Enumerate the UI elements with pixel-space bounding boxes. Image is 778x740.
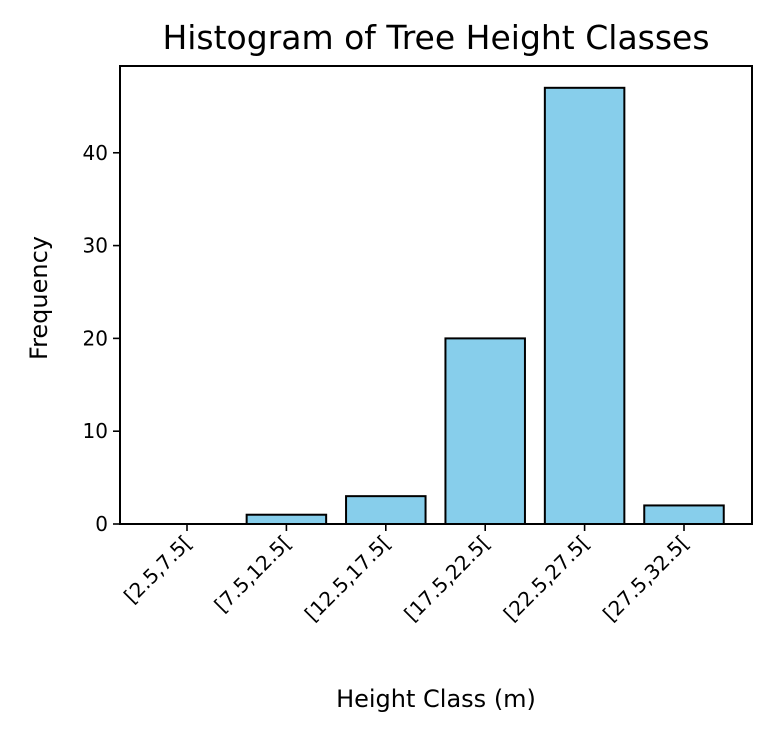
x-tick-label-5: [27.5,32.5[ — [598, 531, 693, 626]
y-tick-label-1: 10 — [83, 419, 108, 443]
y-axis-ticks: 0 10 20 30 40 — [83, 141, 120, 536]
y-tick-label-4: 40 — [83, 141, 108, 165]
bar-3 — [444, 337, 526, 526]
bar-5 — [643, 504, 725, 526]
y-tick-label-2: 20 — [83, 326, 108, 350]
y-tick-label-3: 30 — [83, 234, 108, 258]
x-tick-label-3: [17.5,22.5[ — [399, 531, 494, 626]
chart-title: Histogram of Tree Height Classes — [162, 18, 709, 57]
x-axis-label: Height Class (m) — [336, 685, 536, 713]
y-axis-label: Frequency — [25, 236, 53, 360]
x-axis-ticks: [2.5,7.5[[7.5,12.5[[12.5,17.5[[17.5,22.5… — [119, 524, 694, 626]
x-tick-label-1: [7.5,12.5[ — [209, 531, 295, 617]
bar-4 — [543, 86, 626, 525]
y-tick-label-0: 0 — [95, 512, 108, 536]
plot-frame — [119, 65, 753, 525]
x-tick-label-4: [22.5,27.5[ — [499, 531, 594, 626]
bar-1 — [245, 513, 328, 525]
x-tick-label-0: [2.5,7.5[ — [119, 531, 196, 608]
x-tick-label-2: [12.5,17.5[ — [300, 531, 395, 626]
bar-2 — [345, 495, 427, 526]
bars-layer — [245, 86, 725, 526]
